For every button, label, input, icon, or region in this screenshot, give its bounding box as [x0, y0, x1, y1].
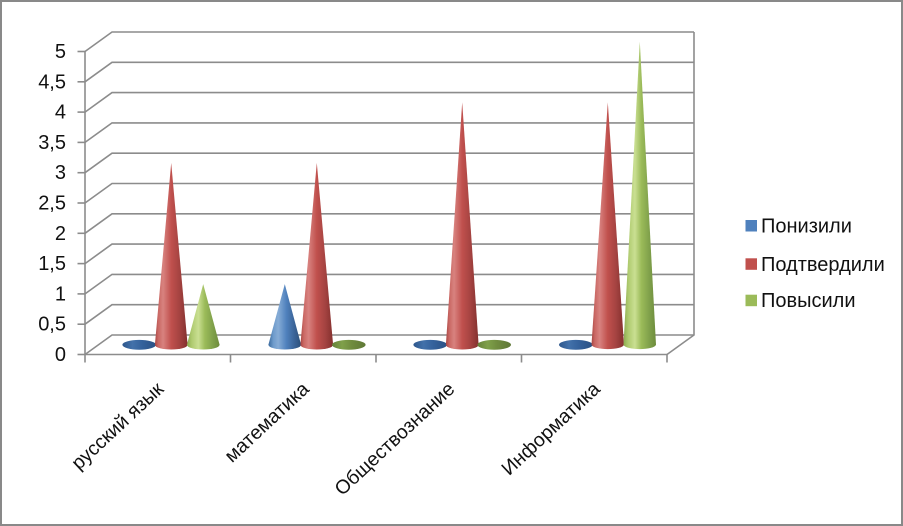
svg-text:2: 2 — [55, 223, 66, 245]
svg-text:2,5: 2,5 — [38, 193, 66, 215]
svg-text:русский язык: русский язык — [67, 378, 168, 475]
svg-text:математика: математика — [220, 378, 313, 467]
svg-text:1,5: 1,5 — [38, 253, 66, 275]
svg-text:Понизили: Понизили — [761, 216, 852, 238]
svg-text:0: 0 — [55, 344, 66, 366]
svg-text:3,5: 3,5 — [38, 132, 66, 154]
svg-text:3: 3 — [55, 162, 66, 184]
svg-text:1: 1 — [55, 283, 66, 305]
svg-text:Подтвердили: Подтвердили — [761, 254, 885, 276]
svg-text:4,5: 4,5 — [38, 71, 66, 93]
svg-text:Обществознание: Обществознание — [330, 378, 459, 500]
svg-text:0,5: 0,5 — [38, 314, 66, 336]
svg-text:Информатика: Информатика — [497, 378, 604, 480]
svg-text:4: 4 — [55, 102, 66, 124]
svg-text:Повысили: Повысили — [761, 290, 856, 312]
svg-text:5: 5 — [55, 41, 66, 63]
